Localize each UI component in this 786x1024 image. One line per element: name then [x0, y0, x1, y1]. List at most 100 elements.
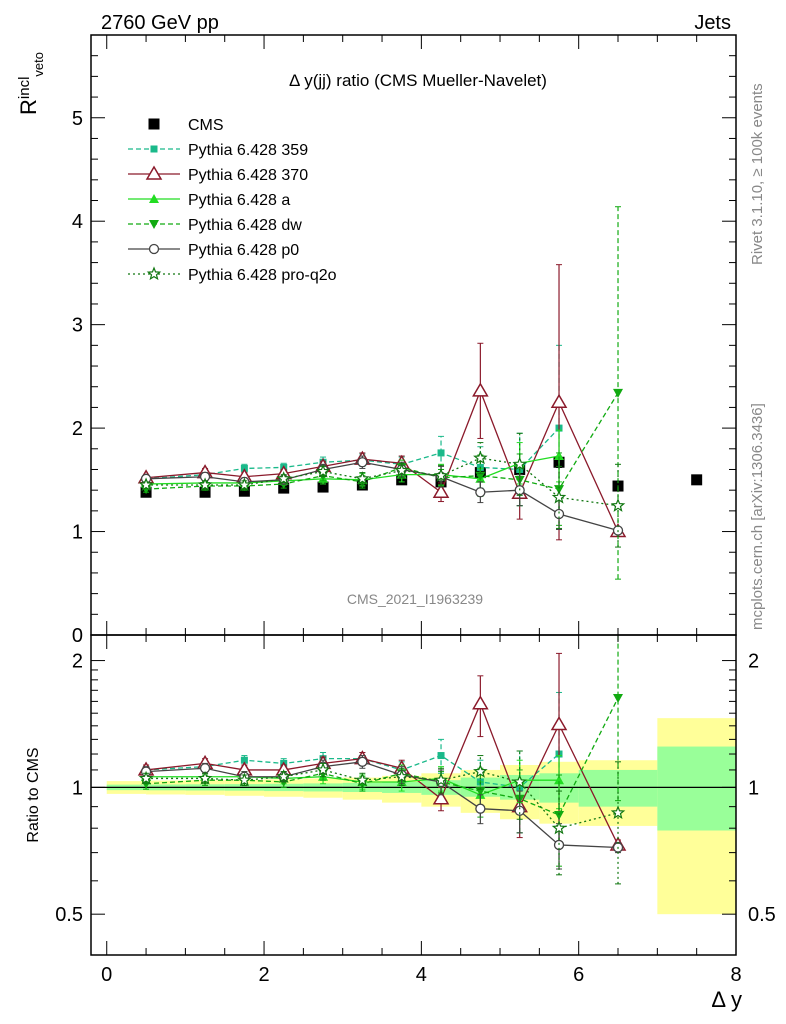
series-pq2o: [138, 432, 626, 548]
legend-item-p359: Pythia 6.428 359: [128, 142, 308, 159]
ratio-point-pp0: [357, 756, 368, 767]
ratio-y-tick-label-right: 0.5: [748, 904, 776, 926]
process-label: Jets: [694, 12, 731, 34]
y-tick-label: 4: [72, 211, 83, 233]
legend-item-pq2o: Pythia 6.428 pro-q2o: [128, 266, 337, 284]
legend-label-cms: CMS: [188, 117, 224, 134]
legend-marker-pq2o: [146, 266, 162, 281]
y-tick-label: 3: [72, 315, 83, 337]
ratio-line-p370: [145, 701, 619, 846]
ratio-point-p359: [240, 756, 248, 764]
ratio-point-pp0: [514, 805, 525, 816]
legend-marker-pp0: [148, 243, 160, 255]
ratio-point-p370: [432, 790, 450, 805]
ratio-panel: 0.5 0.5 1 1 2 2 0 2 4 6 8 Ratio to CMS Δ y: [25, 634, 776, 1012]
ratio-point-pq2o: [433, 772, 449, 787]
uncertainty-band-green: [657, 746, 736, 831]
y-tick-label: 0: [72, 625, 83, 647]
x-tick-label: 2: [258, 964, 269, 986]
legend: CMS Pythia 6.428 359 Pythia 6.428 370 Pythi…: [128, 117, 337, 284]
data-point-pq2o: [237, 477, 252, 492]
y-axis-label-main: Rinclveto: [16, 52, 46, 115]
data-point-p370: [432, 483, 450, 498]
ratio-y-tick-label-right: 1: [748, 777, 759, 799]
legend-label-p359: Pythia 6.428 359: [188, 142, 308, 159]
legend-label-pq2o: Pythia 6.428 pro-q2o: [188, 267, 337, 284]
legend-marker-p370: [145, 165, 163, 180]
ratio-point-pp0: [475, 803, 486, 814]
data-point-pa: [554, 451, 565, 461]
x-axis-label: Δ y: [711, 987, 742, 1012]
ratio-point-pq2o: [315, 762, 331, 777]
ratio-y-tick-label: 1: [72, 777, 83, 799]
series-line-pp0: [146, 461, 619, 532]
data-point-pq2o: [473, 450, 488, 465]
legend-marker-pdw: [149, 220, 159, 229]
ratio-point-pq2o: [394, 769, 409, 783]
legend-item-cms: CMS: [148, 117, 224, 134]
y-tick-label: 1: [72, 522, 83, 544]
y-axis-label-subscript: veto: [31, 52, 46, 77]
data-point-pp0: [475, 487, 486, 498]
ratio-point-pq2o: [237, 772, 252, 787]
mcplots-label: mcplots.cern.ch [arXiv:1306.3436]: [749, 403, 766, 630]
data-point-pp0: [553, 508, 565, 520]
legend-item-pdw: Pythia 6.428 dw: [128, 217, 302, 234]
series-line-p370: [146, 389, 619, 532]
data-point-p370: [550, 393, 568, 408]
legend-item-p370: Pythia 6.428 370: [128, 165, 308, 184]
data-point-pq2o: [512, 456, 527, 471]
ratio-point-p370: [550, 716, 568, 731]
data-point-pdw: [613, 388, 624, 398]
data-point-cms: [199, 486, 211, 498]
main-axes: 0 1 2 3 4 5: [72, 35, 737, 647]
x-tick-label: 8: [730, 964, 741, 986]
x-tick-label: 0: [101, 964, 112, 986]
ratio-point-pq2o: [512, 774, 527, 789]
legend-marker-p359: [150, 145, 158, 153]
ratio-axes: 0.5 0.5 1 1 2 2 0 2 4 6 8: [55, 635, 776, 986]
ratio-frame: [90, 634, 737, 956]
data-point-cms: [317, 481, 329, 493]
data-point-pq2o: [610, 498, 626, 512]
ratio-plot-area: [91, 635, 736, 915]
ratio-y-tick-label-right: 2: [748, 651, 759, 673]
series-p370: [137, 264, 627, 541]
legend-label-pp0: Pythia 6.428 p0: [188, 242, 299, 259]
main-plot-area: [137, 206, 703, 580]
ratio-point-pq2o: [610, 805, 626, 820]
data-point-pq2o: [433, 468, 449, 482]
data-point-pq2o: [394, 462, 409, 477]
ratio-line-pp0: [146, 761, 619, 849]
ratio-point-pq2o: [276, 769, 291, 783]
data-point-p359: [437, 449, 445, 457]
legend-item-pp0: Pythia 6.428 p0: [128, 242, 299, 259]
ratio-y-tick-label: 0.5: [55, 904, 83, 926]
ratio-point-pq2o: [138, 770, 154, 785]
data-point-pp0: [357, 457, 368, 468]
data-point-p370: [472, 382, 489, 397]
ratio-line-pq2o: [146, 769, 619, 829]
ratio-point-pq2o: [551, 820, 567, 835]
data-point-cms: [238, 485, 250, 497]
data-point-pq2o: [551, 489, 567, 504]
ratio-point-pdw: [554, 810, 565, 820]
beam-label: 2760 GeV pp: [101, 12, 219, 34]
ratio-point-pq2o: [473, 763, 488, 778]
legend-item-pa: Pythia 6.428 a: [128, 192, 290, 209]
ratio-point-pdw: [613, 693, 624, 703]
ratio-point-pq2o: [355, 772, 370, 787]
data-point-pq2o: [138, 477, 154, 492]
ratio-series-pdw: [141, 635, 624, 867]
analysis-id: CMS_2021_I1963239: [347, 591, 483, 607]
legend-label-pdw: Pythia 6.428 dw: [188, 217, 302, 234]
data-point-cms: [691, 474, 703, 486]
y-axis-label-symbol: R: [16, 99, 41, 115]
ratio-y-tick-label: 2: [72, 651, 83, 673]
data-point-pq2o: [197, 477, 213, 492]
legend-label-pa: Pythia 6.428 a: [188, 192, 290, 209]
ratio-point-p359: [437, 752, 445, 760]
y-tick-label: 5: [72, 108, 83, 130]
data-point-pq2o: [355, 471, 370, 485]
legend-marker-pa: [149, 194, 159, 203]
